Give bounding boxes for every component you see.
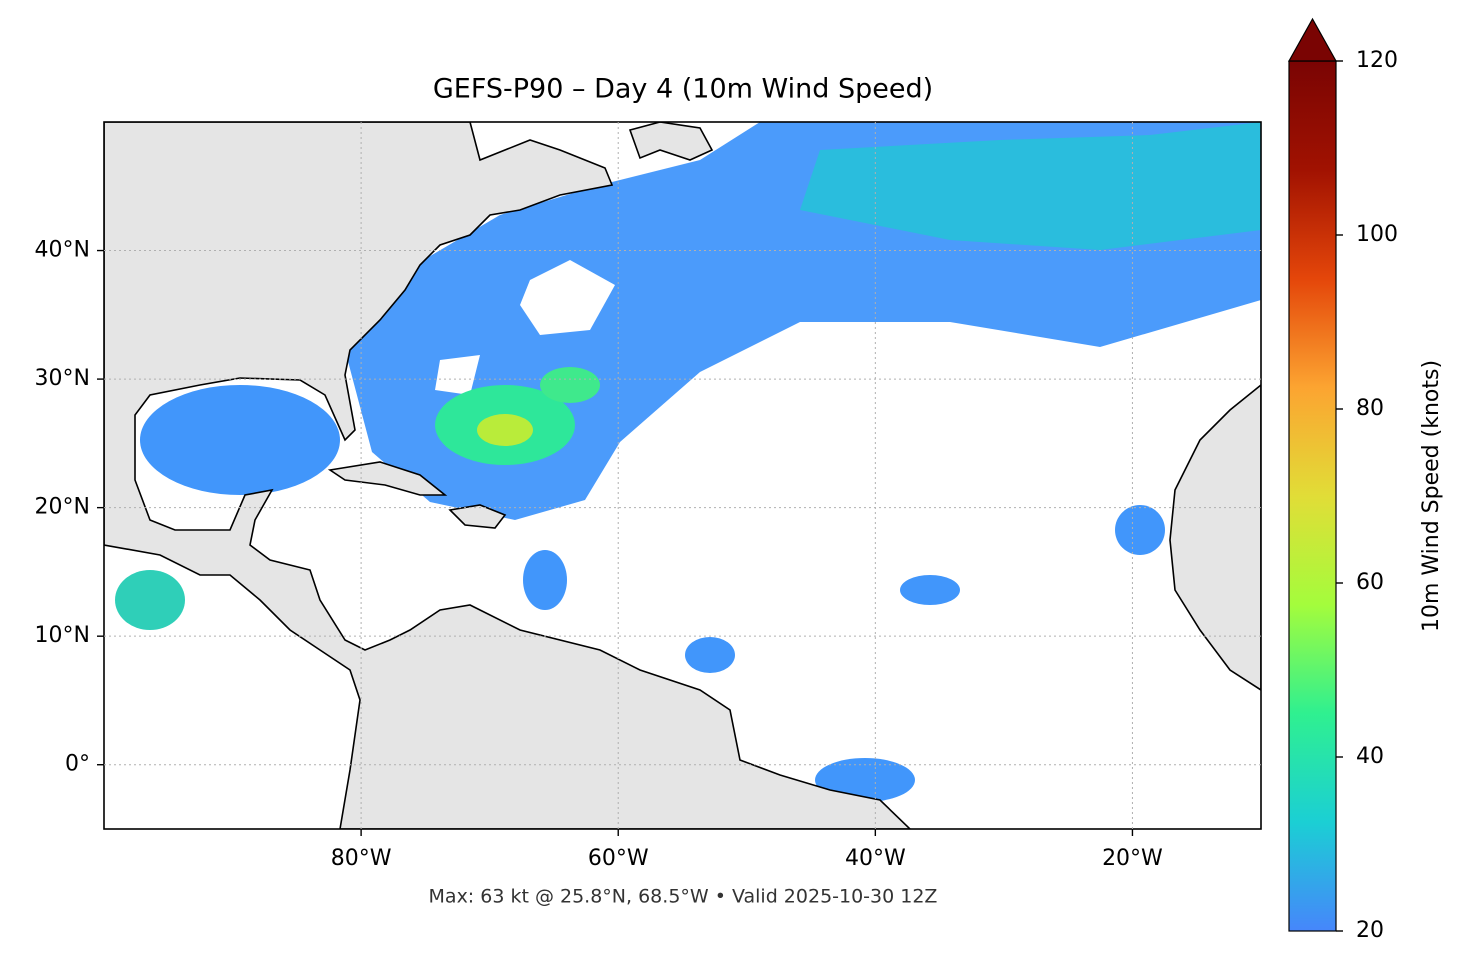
- wind-patch: [1115, 505, 1165, 555]
- x-tick-label: 80°W: [331, 846, 392, 871]
- y-tick-label: 30°N: [35, 366, 90, 391]
- colorbar-extend: [1287, 17, 1338, 62]
- y-tick-label: 10°N: [35, 623, 90, 648]
- wind-core: [477, 414, 533, 446]
- land-americas: [104, 122, 912, 829]
- x-tick-label: 20°W: [1102, 846, 1163, 871]
- y-tick-label: 40°N: [35, 238, 90, 263]
- wind-patch: [900, 575, 960, 605]
- wind-core: [540, 367, 600, 403]
- x-tick-label: 40°W: [845, 846, 906, 871]
- wind-patch: [815, 758, 915, 802]
- map-frame: [103, 121, 1262, 830]
- land-newfoundland: [628, 122, 714, 161]
- wind-gulf: [140, 385, 340, 495]
- wind-pacific: [115, 570, 185, 630]
- annotation: Max: 63 kt @ 25.8°N, 68.5°W • Valid 2025…: [429, 886, 938, 908]
- chart-title: GEFS-P90 – Day 4 (10m Wind Speed): [433, 74, 933, 105]
- land-cuba: [327, 461, 448, 496]
- land-hispaniola: [448, 504, 507, 529]
- colorbar-tick-label: 40: [1356, 744, 1384, 769]
- colorbar-tick-label: 100: [1356, 222, 1398, 247]
- x-tick-label: 60°W: [588, 846, 649, 871]
- y-tick-label: 0°: [65, 752, 90, 777]
- colorbar-tick-label: 120: [1356, 48, 1398, 73]
- land-africa: [1169, 383, 1261, 691]
- wind-field-strong: [800, 122, 1261, 250]
- calm-patch: [435, 355, 480, 395]
- wind-patch: [523, 550, 567, 610]
- calm-patch: [520, 260, 615, 335]
- colorbar-tick-label: 20: [1356, 918, 1384, 943]
- colorbar: [1288, 60, 1337, 932]
- wind-patch: [685, 637, 735, 673]
- y-tick-label: 20°N: [35, 495, 90, 520]
- colorbar-tick-label: 80: [1356, 396, 1384, 421]
- colorbar-tick-label: 60: [1356, 570, 1384, 595]
- colorbar-label: 10m Wind Speed (knots): [1419, 360, 1444, 632]
- map: [104, 122, 1261, 829]
